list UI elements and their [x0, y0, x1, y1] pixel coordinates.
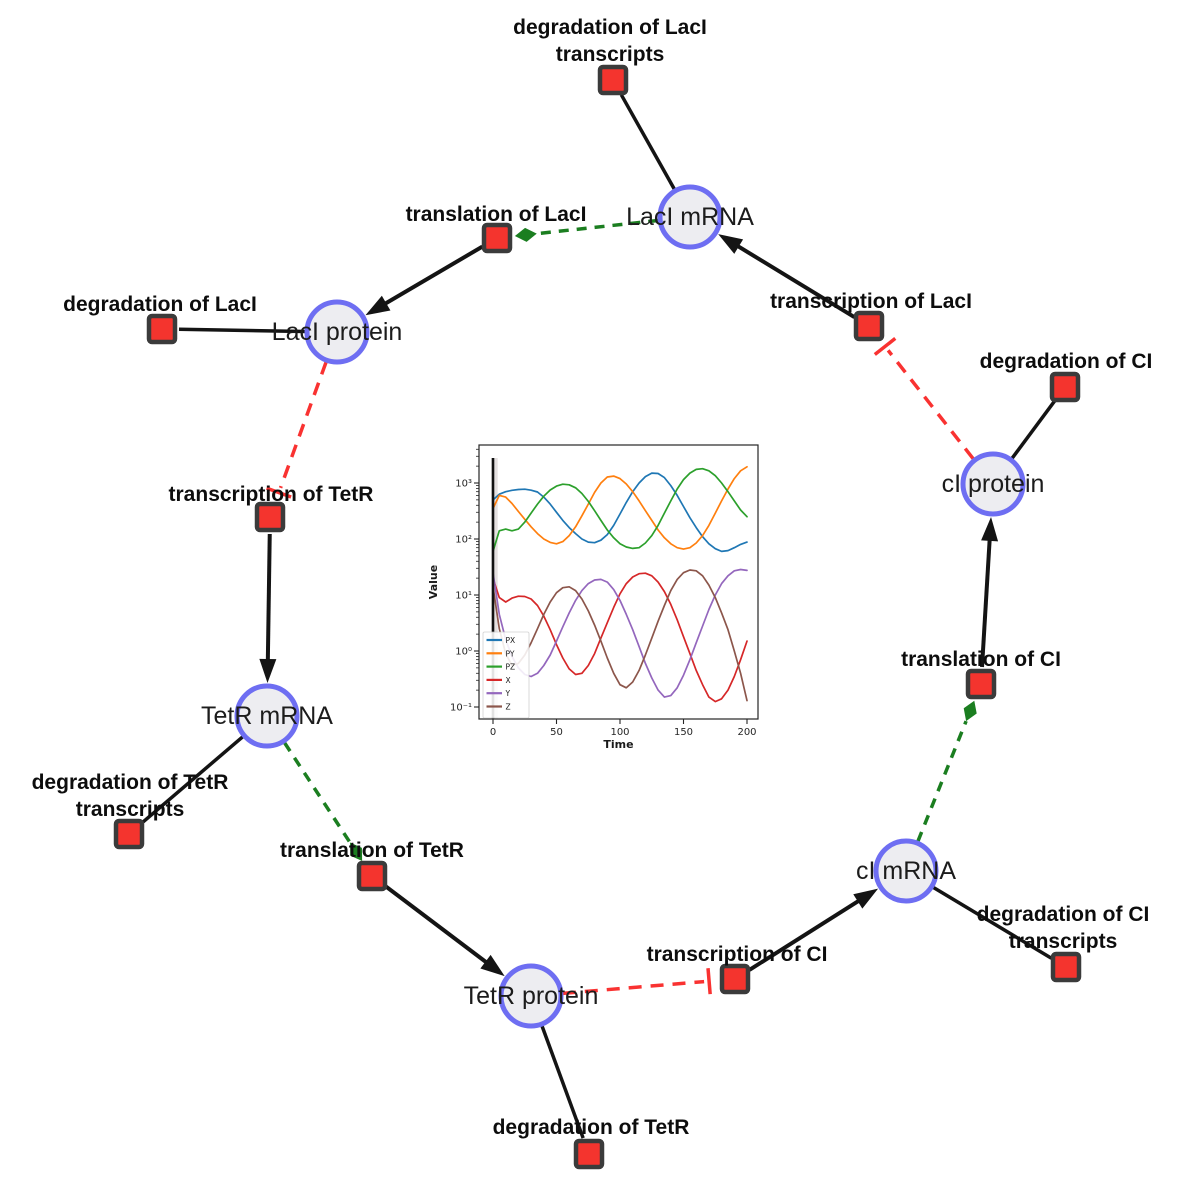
edge-ci-mrna-translation-ci: [916, 700, 977, 842]
labels-layer: LacI mRNA LacI protein TetR mRNA TetR prote…: [32, 16, 1153, 1139]
chart-series-Z: [492, 569, 748, 702]
label-ci-mrna: cI mRNA: [856, 857, 956, 885]
reaction-node-translation-ci[interactable]: [965, 668, 997, 700]
label-tetr-protein: TetR protein: [464, 982, 599, 1010]
label-deg-tetr: degradation of TetR: [493, 1116, 690, 1139]
chart-legend-label-Y: Y: [505, 689, 511, 698]
label-transcription-laci: transcription of LacI: [770, 290, 972, 313]
chart-series-PY: [492, 465, 748, 550]
label-translation-laci: translation of LacI: [406, 203, 587, 226]
reaction-node-transcription-laci[interactable]: [853, 310, 885, 342]
chart-series-PZ: [492, 467, 748, 553]
edges-layer: [140, 93, 1057, 1139]
label-laci-protein: LacI protein: [272, 318, 403, 346]
edge-laci-mrna-deg-laci-transcripts: [619, 93, 676, 190]
edge-ci-protein-transcription-laci: [873, 337, 975, 460]
reaction-node-deg-ci[interactable]: [1049, 371, 1081, 403]
chart-legend-label-X: X: [506, 676, 511, 685]
species-node-laci-protein[interactable]: [304, 299, 370, 365]
edge-ci-mrna-deg-ci-transcripts: [932, 885, 1053, 960]
label-ci-protein: cI protein: [942, 470, 1045, 498]
reaction-node-transcription-tetr[interactable]: [254, 501, 286, 533]
chart-ylabel: Value: [427, 565, 440, 599]
edge-tetr-mrna-translation-tetr: [283, 741, 363, 861]
chart-series-X: [492, 572, 748, 703]
reaction-node-deg-ci-transcripts[interactable]: [1050, 951, 1082, 983]
edge-tetr-protein-transcription-ci: [562, 968, 712, 996]
species-node-tetr-protein[interactable]: [498, 963, 564, 1029]
reaction-node-deg-tetr-transcripts[interactable]: [113, 818, 145, 850]
edge-tetr-protein-deg-tetr: [540, 1025, 585, 1139]
label-deg-ci-transcripts: degradation of CI transcripts: [977, 903, 1150, 953]
chart-series-PX: [492, 472, 748, 553]
species-node-ci-mrna[interactable]: [873, 838, 939, 904]
reaction-node-deg-laci[interactable]: [146, 313, 178, 345]
reaction-node-translation-laci[interactable]: [481, 222, 513, 254]
reaction-node-translation-tetr[interactable]: [356, 860, 388, 892]
edge-laci-protein-deg-laci: [178, 327, 306, 334]
species-node-laci-mrna[interactable]: [657, 184, 723, 250]
label-deg-laci: degradation of LacI: [63, 293, 257, 316]
chart-legend: PX PY PZ XYZ: [482, 631, 530, 719]
nodes-layer: [113, 64, 1082, 1170]
chart-legend-label-PX: PX: [506, 636, 516, 645]
chart-x-tick: 50: [550, 727, 563, 738]
chart-x-tick: 150: [674, 727, 693, 738]
label-deg-ci: degradation of CI: [980, 350, 1153, 373]
label-deg-tetr-transcripts: degradation of TetR transcripts: [32, 771, 229, 821]
edge-transcription-ci-ci-mrna: [748, 888, 879, 972]
reaction-node-deg-tetr[interactable]: [573, 1138, 605, 1170]
label-transcription-tetr: transcription of TetR: [169, 483, 374, 506]
edge-translation-laci-laci-protein: [365, 244, 484, 316]
chart-series-Y: [492, 568, 748, 698]
chart-x-tick: 100: [610, 727, 629, 738]
chart-xlabel: Time: [603, 738, 633, 751]
label-laci-mrna: LacI mRNA: [626, 203, 754, 231]
label-deg-laci-transcripts: degradation of LacI transcripts: [513, 16, 707, 66]
edge-translation-ci-ci-protein: [980, 516, 999, 668]
reaction-node-deg-laci-transcripts[interactable]: [597, 64, 629, 96]
chart-legend-label-Z: Z: [506, 703, 511, 712]
label-tetr-mrna: TetR mRNA: [201, 702, 333, 730]
species-node-ci-protein[interactable]: [960, 451, 1026, 517]
chart-legend-label-PZ: PZ: [506, 663, 516, 672]
label-translation-tetr: translation of TetR: [280, 839, 464, 862]
edge-ci-protein-deg-ci: [1010, 399, 1057, 460]
edge-laci-protein-transcription-tetr: [266, 361, 328, 499]
reaction-node-transcription-ci[interactable]: [719, 963, 751, 995]
inset-chart: 0 50 100 150 20010⁻¹10⁰10¹10²10³TimeValuePXP…: [425, 435, 770, 770]
chart-y-tick: 10³: [455, 479, 472, 490]
chart-y-tick: 10⁻¹: [450, 703, 472, 714]
label-translation-ci: translation of CI: [901, 648, 1061, 671]
edge-transcription-tetr-tetr-mrna: [259, 533, 277, 684]
edge-transcription-laci-laci-mrna: [718, 234, 856, 319]
label-transcription-ci: transcription of CI: [647, 943, 828, 966]
chart-y-tick: 10²: [455, 535, 472, 546]
chart-x-tick: 0: [490, 727, 496, 738]
edge-translation-tetr-tetr-protein: [384, 884, 505, 977]
chart-axes-box: [478, 444, 759, 720]
chart-legend-label-PY: PY: [506, 649, 515, 658]
edge-laci-mrna-translation-laci: [514, 218, 659, 242]
chart-x-tick: 200: [737, 727, 756, 738]
chart-y-tick: 10¹: [455, 591, 472, 602]
species-node-tetr-mrna[interactable]: [234, 683, 300, 749]
edge-tetr-mrna-deg-tetr-transcripts: [140, 735, 244, 825]
chart-y-tick: 10⁰: [455, 647, 472, 658]
